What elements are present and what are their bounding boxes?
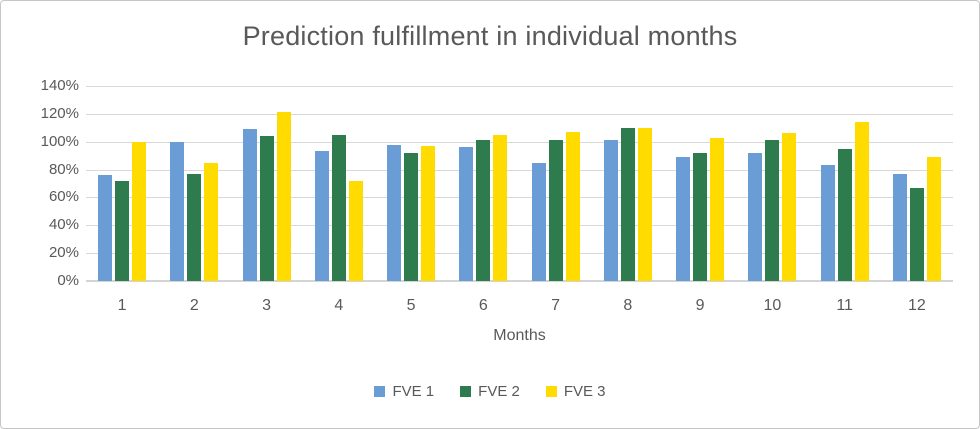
bar — [187, 173, 202, 281]
bar — [710, 137, 725, 281]
x-tick-label: 12 — [907, 297, 926, 314]
legend-label: FVE 1 — [392, 383, 435, 400]
bar — [837, 148, 852, 281]
bar — [476, 140, 491, 281]
x-tick-label: 3 — [262, 297, 272, 314]
gridline — [86, 253, 953, 255]
legend-label: FVE 2 — [478, 383, 520, 400]
bar — [531, 162, 546, 281]
bar — [242, 129, 257, 281]
gridline — [86, 141, 953, 143]
bar — [259, 136, 274, 281]
x-tick-label: 10 — [763, 297, 782, 314]
y-tick-label: 120% — [40, 104, 79, 122]
y-tick-label: 60% — [48, 188, 79, 206]
bar — [170, 141, 185, 281]
x-tick-label: 5 — [406, 297, 416, 314]
y-tick-label: 40% — [48, 216, 79, 234]
bar — [926, 157, 941, 281]
bar — [909, 187, 924, 281]
bar — [314, 151, 329, 281]
x-axis-line — [86, 280, 953, 282]
bar — [676, 157, 691, 281]
gridline — [86, 169, 953, 171]
bar — [115, 180, 130, 281]
y-tick-label: 140% — [40, 77, 79, 94]
legend-label: FVE 3 — [563, 383, 606, 400]
bar — [548, 140, 563, 281]
bar — [620, 127, 635, 281]
legend-swatch-icon — [545, 386, 557, 397]
legend-item: FVE 3 — [545, 383, 606, 400]
bar — [854, 122, 869, 281]
x-tick-label: 2 — [189, 297, 199, 314]
bar — [404, 152, 419, 281]
chart-title: Prediction fulfillment in individual mon… — [242, 21, 738, 51]
bar — [493, 134, 508, 281]
bar — [387, 144, 402, 281]
legend-item: FVE 1 — [374, 383, 434, 400]
bar — [765, 140, 780, 281]
bar — [331, 134, 346, 281]
x-tick-label: 4 — [334, 297, 344, 314]
bar — [459, 147, 474, 281]
gridline — [86, 225, 953, 227]
x-tick-label: 11 — [836, 297, 853, 314]
bar — [565, 131, 580, 281]
bar — [204, 162, 219, 281]
bar — [637, 127, 652, 281]
x-tick-label: 6 — [478, 297, 488, 314]
legend: FVE 1 FVE 2 FVE 3 — [1, 383, 979, 400]
bar — [748, 152, 763, 281]
y-tick-label: 20% — [48, 244, 79, 262]
gridline — [86, 86, 953, 87]
bar — [820, 165, 835, 281]
x-tick-label: 7 — [551, 297, 561, 314]
x-axis-title: Months — [493, 327, 546, 344]
legend-item: FVE 2 — [460, 383, 520, 400]
legend-swatch-icon — [374, 386, 386, 397]
bar — [348, 180, 363, 281]
bar — [276, 112, 291, 281]
x-tick-label: 8 — [623, 297, 633, 314]
x-tick-label: 9 — [695, 297, 705, 314]
y-tick-label: 0% — [57, 272, 79, 289]
gridline — [86, 113, 953, 115]
bar — [603, 140, 618, 281]
bar — [892, 173, 907, 281]
bar — [693, 152, 708, 281]
legend-swatch-icon — [460, 386, 472, 397]
bar — [98, 175, 113, 281]
y-tick-label: 100% — [40, 132, 79, 150]
bar — [421, 145, 436, 281]
y-tick-label: 80% — [48, 160, 79, 178]
gridline — [86, 197, 953, 199]
bar — [132, 141, 147, 281]
x-tick-label: 1 — [117, 297, 127, 314]
bar — [782, 133, 797, 281]
